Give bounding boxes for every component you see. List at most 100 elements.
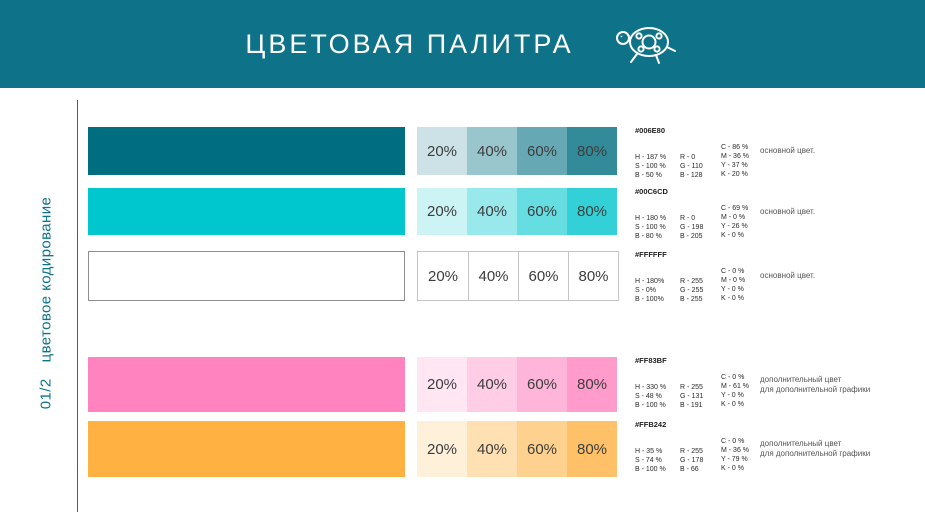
tint-swatch-20: 20% bbox=[417, 127, 467, 175]
cmyk-column: C - 0 % M - 0 % Y - 0 % K - 0 % bbox=[721, 267, 763, 304]
rgb-line: R - 0 bbox=[680, 215, 696, 222]
cmyk-line: K - 0 % bbox=[721, 232, 744, 239]
hsb-line: S - 74 % bbox=[635, 457, 662, 464]
tint-swatch-80: 80% bbox=[567, 357, 617, 412]
rgb-line: R - 255 bbox=[680, 384, 703, 391]
cmyk-line: M - 36 % bbox=[721, 153, 750, 160]
rgb-column: R - 0 G - 198 B - 205 bbox=[680, 204, 721, 241]
cmyk-line: Y - 0 % bbox=[721, 392, 744, 399]
cmyk-column: C - 0 % M - 61 % Y - 0 % K - 0 % bbox=[721, 373, 763, 410]
hsb-column: H - 330 % S - 48 % B - 100 % bbox=[635, 373, 680, 410]
page-title: ЦВЕТОВАЯ ПАЛИТРА bbox=[245, 28, 574, 59]
tint-swatch-60: 60% bbox=[517, 357, 567, 412]
rgb-line: G - 110 bbox=[680, 163, 703, 170]
rgb-line: B - 66 bbox=[680, 466, 699, 473]
color-codes: #006E80 H - 187 % S - 100 % B - 50 % R -… bbox=[635, 126, 765, 180]
cmyk-line: M - 0 % bbox=[721, 214, 746, 221]
cmyk-line: M - 61 % bbox=[721, 383, 750, 390]
hsb-line: B - 100% bbox=[635, 296, 664, 303]
role-line: дополнительный цвет bbox=[760, 374, 842, 384]
color-row: 20% 40% 60% 80% #FFFFFF H - 180% S - 0% … bbox=[88, 250, 925, 304]
header: ЦВЕТОВАЯ ПАЛИТРА bbox=[0, 0, 925, 88]
hsb-line: H - 330 % bbox=[635, 384, 667, 391]
tint-swatch-20: 20% bbox=[417, 357, 467, 412]
tint-swatch-80: 80% bbox=[568, 252, 618, 300]
tint-swatches: 20% 40% 60% 80% bbox=[417, 188, 617, 235]
rgb-line: B - 255 bbox=[680, 296, 703, 303]
role-line: для дополнительной графики bbox=[760, 449, 871, 458]
hsb-line: H - 187 % bbox=[635, 154, 667, 161]
tint-swatches: 20% 40% 60% 80% bbox=[417, 421, 617, 477]
section-divider bbox=[77, 100, 78, 512]
tint-swatch-60: 60% bbox=[518, 252, 568, 300]
rgb-line: G - 198 bbox=[680, 224, 704, 231]
color-codes: #00C6CD H - 180 % S - 100 % B - 80 % R -… bbox=[635, 187, 765, 241]
cmyk-line: C - 0 % bbox=[721, 374, 745, 381]
rgb-line: R - 0 bbox=[680, 154, 696, 161]
cmyk-line: K - 0 % bbox=[721, 295, 744, 302]
color-role-label: дополнительный цвет для дополнительной г… bbox=[760, 375, 870, 395]
tint-swatch-60: 60% bbox=[517, 421, 567, 477]
tint-swatch-80: 80% bbox=[567, 127, 617, 175]
color-role-label: основной цвет. bbox=[760, 207, 815, 217]
tint-swatch-20: 20% bbox=[417, 188, 467, 235]
rgb-column: R - 255 G - 255 B - 255 bbox=[680, 267, 721, 304]
cmyk-line: Y - 0 % bbox=[721, 286, 744, 293]
hsb-line: H - 180 % bbox=[635, 215, 667, 222]
tint-swatch-40: 40% bbox=[467, 357, 517, 412]
rgb-line: R - 255 bbox=[680, 278, 703, 285]
hsb-line: H - 35 % bbox=[635, 448, 663, 455]
tint-swatch-80: 80% bbox=[567, 188, 617, 235]
rgb-line: B - 128 bbox=[680, 172, 703, 179]
rgb-column: R - 255 G - 131 B - 191 bbox=[680, 373, 721, 410]
rgb-column: R - 255 G - 178 B - 66 bbox=[680, 437, 721, 474]
cmyk-line: K - 0 % bbox=[721, 401, 744, 408]
cmyk-line: C - 0 % bbox=[721, 438, 745, 445]
cmyk-line: K - 20 % bbox=[721, 171, 748, 178]
hsb-line: S - 0% bbox=[635, 287, 657, 294]
hex-code: #006E80 bbox=[635, 126, 666, 135]
cmyk-line: Y - 26 % bbox=[721, 223, 748, 230]
hsb-column: H - 35 % S - 74 % B - 100 % bbox=[635, 437, 680, 474]
rgb-line: G - 131 bbox=[680, 393, 704, 400]
cmyk-line: Y - 37 % bbox=[721, 162, 748, 169]
color-row: 20% 40% 60% 80% #FF83BF H - 330 % S - 48… bbox=[88, 356, 925, 412]
cmyk-line: C - 0 % bbox=[721, 268, 745, 275]
hsb-line: S - 48 % bbox=[635, 393, 662, 400]
color-bar bbox=[88, 421, 405, 477]
tint-swatches: 20% 40% 60% 80% bbox=[417, 127, 617, 175]
color-role-label: дополнительный цвет для дополнительной г… bbox=[760, 439, 870, 459]
role-line: для дополнительной графики bbox=[760, 384, 871, 394]
rgb-line: G - 178 bbox=[680, 457, 704, 464]
section-label: 01/2 цветовое кодирование bbox=[38, 197, 55, 409]
tint-swatch-60: 60% bbox=[517, 127, 567, 175]
hsb-line: B - 100 % bbox=[635, 466, 666, 473]
cmyk-column: C - 86 % M - 36 % Y - 37 % K - 20 % bbox=[721, 143, 763, 180]
rgb-line: R - 255 bbox=[680, 448, 703, 455]
color-bar bbox=[88, 127, 405, 175]
color-bar bbox=[88, 188, 405, 235]
role-line: дополнительный цвет bbox=[760, 439, 842, 448]
color-codes: #FF83BF H - 330 % S - 48 % B - 100 % R -… bbox=[635, 356, 765, 410]
rgb-line: B - 205 bbox=[680, 233, 703, 240]
role-line: основной цвет. bbox=[760, 271, 816, 280]
color-role-label: основной цвет. bbox=[760, 146, 815, 156]
tint-swatch-20: 20% bbox=[418, 252, 468, 300]
hsb-line: B - 80 % bbox=[635, 233, 662, 240]
color-bar bbox=[88, 357, 405, 412]
tint-swatches: 20% 40% 60% 80% bbox=[417, 251, 619, 301]
hsb-line: S - 100 % bbox=[635, 224, 666, 231]
hsb-line: B - 50 % bbox=[635, 172, 662, 179]
tint-swatches: 20% 40% 60% 80% bbox=[417, 357, 617, 412]
cmyk-column: C - 69 % M - 0 % Y - 26 % K - 0 % bbox=[721, 204, 763, 241]
turtle-icon bbox=[610, 20, 680, 68]
hsb-column: H - 187 % S - 100 % B - 50 % bbox=[635, 143, 680, 180]
hsb-line: H - 180% bbox=[635, 278, 665, 285]
hsb-column: H - 180% S - 0% B - 100% bbox=[635, 267, 680, 304]
tint-swatch-40: 40% bbox=[468, 252, 518, 300]
tint-swatch-60: 60% bbox=[517, 188, 567, 235]
cmyk-line: K - 0 % bbox=[721, 465, 744, 472]
cmyk-line: Y - 79 % bbox=[721, 456, 748, 463]
value-columns: H - 35 % S - 74 % B - 100 % R - 255 G - … bbox=[635, 437, 765, 474]
